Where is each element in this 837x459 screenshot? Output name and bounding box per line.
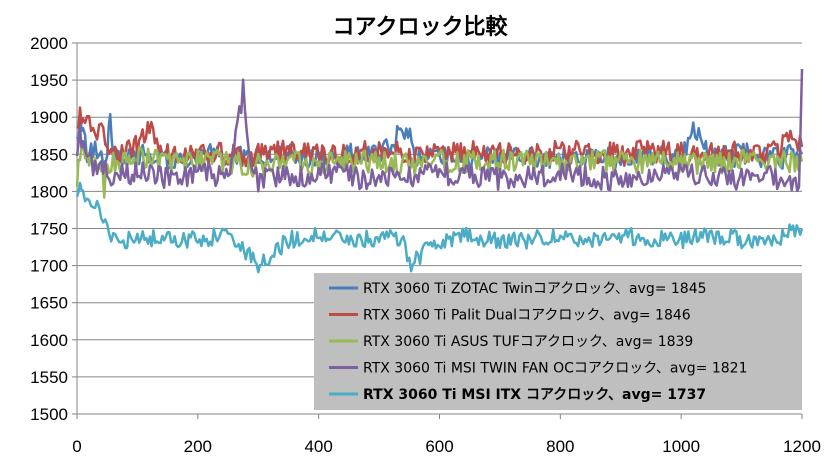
x-tick-label: 200	[184, 437, 212, 456]
x-tick-label: 1000	[662, 437, 700, 456]
x-tick-label: 400	[304, 437, 332, 456]
series-line-3	[75, 143, 804, 199]
axes	[76, 43, 803, 419]
y-tick-labels: 1500 1550 1600 1650 1700 1750 1800 1850 1900 1950…	[30, 34, 68, 424]
x-tick-labels: 0 200 400 600 800 1000 1200	[72, 437, 821, 456]
y-tick-label: 1850	[30, 145, 68, 164]
y-tick-label: 1750	[30, 220, 68, 239]
x-tick-label: 800	[546, 437, 574, 456]
x-tick-label: 0	[72, 437, 81, 456]
y-tick-label: 2000	[30, 34, 68, 53]
legend-entry: RTX 3060 Ti ZOTAC Twinコアクロック、avg= 1845	[363, 281, 707, 297]
y-tick-label: 1900	[30, 108, 68, 127]
legend-entry: RTX 3060 Ti MSI TWIN FAN OCコアクロック、avg= 1…	[363, 361, 748, 377]
series-line-2	[76, 106, 804, 168]
series-lines	[75, 68, 804, 274]
y-tick-label: 1600	[30, 331, 68, 350]
y-tick-label: 1950	[30, 71, 68, 90]
y-tick-label: 1800	[30, 182, 68, 201]
series-line-4	[75, 68, 804, 193]
legend-box	[314, 273, 802, 410]
y-tick-label: 1700	[30, 257, 68, 276]
y-tick-label: 1550	[30, 368, 68, 387]
legend: RTX 3060 Ti ZOTAC Twinコアクロック、avg= 1845 RT…	[314, 273, 802, 410]
legend-entry: RTX 3060 Ti ASUS TUFコアクロック、avg= 1839	[363, 334, 693, 350]
chart-title: コアクロック比較	[333, 14, 509, 40]
x-tick-label: 1200	[783, 437, 821, 456]
series-line-5	[75, 181, 804, 274]
y-tick-label: 1650	[30, 294, 68, 313]
legend-entry: RTX 3060 Ti MSI ITX コアクロック、avg= 1737	[363, 387, 706, 403]
x-tick-label: 600	[425, 437, 453, 456]
y-tick-label: 1500	[30, 405, 68, 424]
legend-entry: RTX 3060 Ti Palit Dualコアクロック、avg= 1846	[363, 308, 691, 324]
